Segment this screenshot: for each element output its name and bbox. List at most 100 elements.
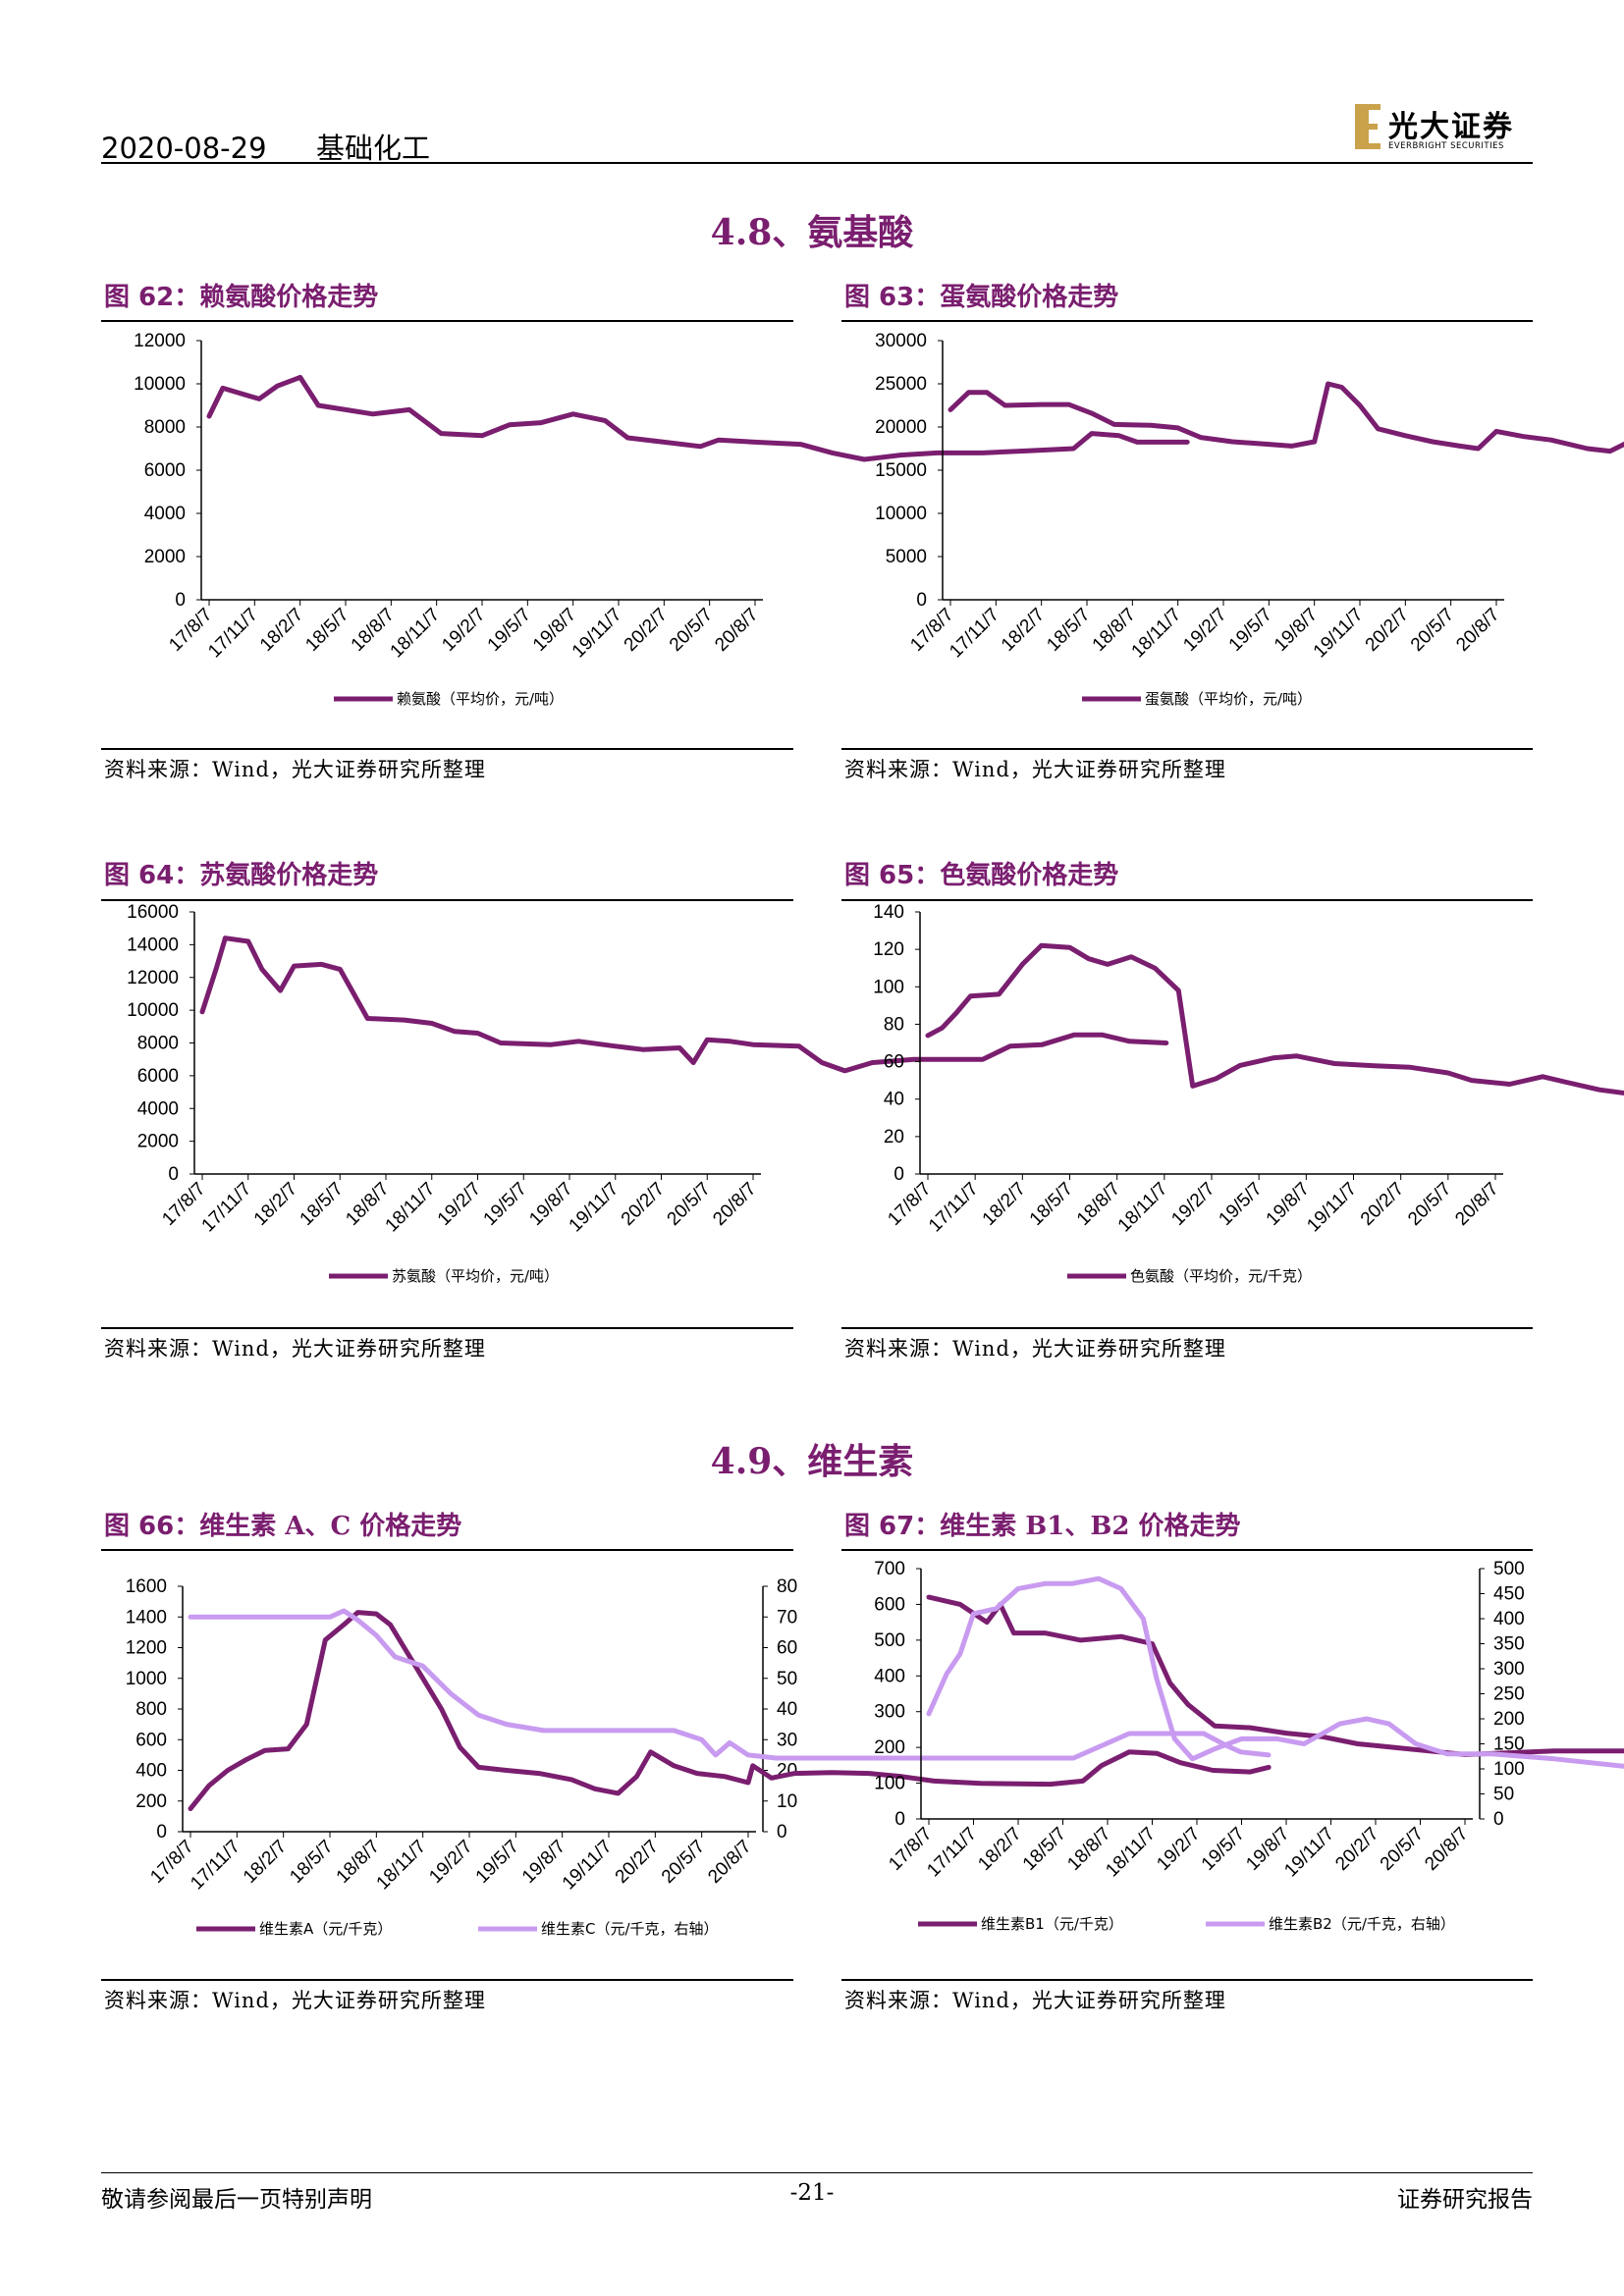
fig65-source: 资料来源：Wind，光大证券研究所整理 bbox=[844, 1337, 1226, 1361]
fig63-ytick-label: 0 bbox=[916, 590, 927, 611]
fig62-chart: 02000400060008000100001200017/8/717/11/7… bbox=[134, 331, 1190, 708]
fig66-ytick-right-label: 50 bbox=[777, 1669, 797, 1689]
fig67-caption: ：维生素 B1、B2 价格走势 bbox=[914, 1512, 1241, 1541]
fig65-ytick-label: 20 bbox=[884, 1127, 904, 1148]
fig62-ytick-label: 4000 bbox=[144, 504, 186, 524]
fig67-ytick-label: 300 bbox=[874, 1702, 905, 1723]
fig65-ytick-label: 60 bbox=[884, 1052, 904, 1073]
fig67-legend-label-2: 维生素B2（元/千克，右轴） bbox=[1269, 1915, 1455, 1933]
fig67-series-line-2 bbox=[926, 1575, 1624, 1769]
fig67-xtick-label: 20/5/7 bbox=[1377, 1824, 1428, 1875]
logo-mark-icon bbox=[1355, 104, 1380, 149]
logo-cn-text: 光大证券 bbox=[1388, 110, 1514, 144]
fig62-ytick-label: 8000 bbox=[144, 417, 186, 438]
fig66-ytick-right-label: 0 bbox=[777, 1822, 787, 1842]
fig67-ytick-label: 600 bbox=[874, 1594, 905, 1615]
fig67-ytick-right-label: 450 bbox=[1493, 1584, 1525, 1605]
logo-en-text: EVERBRIGHT SECURITIES bbox=[1388, 141, 1504, 151]
fig64-source: 资料来源：Wind，光大证券研究所整理 bbox=[104, 1337, 486, 1361]
fig66-xtick-label: 18/11/7 bbox=[373, 1837, 431, 1895]
fig67-ytick-right-label: 250 bbox=[1493, 1684, 1525, 1705]
fig66-xtick-label: 19/2/7 bbox=[425, 1837, 476, 1888]
everbright-logo: 光大证券 EVERBRIGHT SECURITIES bbox=[1355, 102, 1542, 157]
fig67-ytick-right-label: 50 bbox=[1493, 1785, 1514, 1805]
fig67-ytick-right-label: 300 bbox=[1493, 1659, 1525, 1680]
fig64-ytick-label: 16000 bbox=[127, 902, 179, 923]
fig65-ytick-label: 80 bbox=[884, 1014, 904, 1035]
fig64-xtick-label: 20/5/7 bbox=[664, 1179, 715, 1230]
fig62-xtick-label: 18/5/7 bbox=[301, 605, 352, 656]
footer-disclaimer: 敬请参阅最后一页特别声明 bbox=[101, 2187, 372, 2213]
fig64-ytick-label: 0 bbox=[168, 1164, 179, 1185]
fig62-xtick-label: 19/11/7 bbox=[568, 605, 626, 663]
fig62-xtick-label: 20/5/7 bbox=[666, 605, 717, 656]
fig67-ytick-right-label: 350 bbox=[1493, 1634, 1525, 1655]
fig66-top-rule bbox=[101, 1549, 793, 1551]
fig67-xtick-label: 19/11/7 bbox=[1280, 1824, 1338, 1882]
fig66-ytick-label: 800 bbox=[135, 1699, 167, 1720]
fig66-series-line-1 bbox=[188, 1610, 1272, 1812]
fig66-ytick-right-label: 80 bbox=[777, 1576, 797, 1597]
fig65-xtick-label: 19/2/7 bbox=[1167, 1179, 1218, 1230]
fig66-ytick-right-label: 30 bbox=[777, 1730, 797, 1750]
fig66-series-line-2 bbox=[188, 1608, 1272, 1761]
fig66-ytick-label: 600 bbox=[135, 1730, 167, 1750]
fig64-xtick-label: 19/11/7 bbox=[566, 1179, 623, 1237]
fig65-xtick-label: 19/5/7 bbox=[1215, 1179, 1266, 1230]
fig67-ytick-label: 700 bbox=[874, 1559, 905, 1579]
fig66-number: 图 66 bbox=[104, 1512, 175, 1541]
fig66-legend-label-1: 维生素A（元/千克） bbox=[259, 1920, 392, 1938]
fig66-caption: ：维生素 A、C 价格走势 bbox=[174, 1512, 462, 1541]
fig64-series-line-1 bbox=[199, 935, 1169, 1074]
fig62-xtick-label: 19/5/7 bbox=[484, 605, 535, 656]
fig67-xtick-label: 17/11/7 bbox=[923, 1824, 981, 1882]
header-divider bbox=[101, 162, 1533, 164]
section-title-amino-acids: 4.8、氨基酸 bbox=[710, 212, 914, 253]
fig63-ytick-label: 20000 bbox=[875, 417, 927, 438]
fig63-title: 图 63：蛋氨酸价格走势 bbox=[844, 277, 1118, 313]
fig65-xtick-label: 17/11/7 bbox=[925, 1179, 983, 1237]
fig66-ytick-right-label: 10 bbox=[777, 1791, 797, 1812]
fig67-source: 资料来源：Wind，光大证券研究所整理 bbox=[844, 1989, 1226, 2012]
fig62-ytick-label: 2000 bbox=[144, 547, 186, 567]
fig67-xtick-label: 20/8/7 bbox=[1421, 1824, 1472, 1875]
fig65-ytick-label: 140 bbox=[873, 902, 904, 923]
fig67-ytick-right-label: 200 bbox=[1493, 1709, 1525, 1730]
fig65-xtick-label: 20/5/7 bbox=[1404, 1179, 1455, 1230]
fig64-xtick-label: 19/2/7 bbox=[434, 1179, 485, 1230]
fig62-xtick-label: 19/2/7 bbox=[438, 605, 489, 656]
fig63-bottom-rule bbox=[841, 748, 1533, 750]
fig67-top-rule bbox=[841, 1549, 1533, 1551]
fig65-xtick-label: 18/11/7 bbox=[1114, 1179, 1172, 1237]
fig67-number: 图 67 bbox=[844, 1512, 915, 1541]
fig66-bottom-rule bbox=[101, 1979, 793, 1981]
fig64-chart: 0 2000 4000 6000 8000 10000 12000 14000 16000 17/… bbox=[127, 902, 1169, 1285]
fig65-top-rule bbox=[841, 899, 1533, 901]
fig65-legend-label-1: 色氨酸（平均价，元/千克） bbox=[1130, 1267, 1312, 1285]
fig63-source: 资料来源：Wind，光大证券研究所整理 bbox=[844, 758, 1226, 781]
fig67-xtick-label: 18/5/7 bbox=[1019, 1824, 1070, 1875]
fig63-ytick-label: 10000 bbox=[875, 504, 927, 524]
fig67-ytick-label: 0 bbox=[894, 1809, 905, 1830]
fig63-xtick-label: 18/5/7 bbox=[1043, 605, 1094, 656]
fig67-xtick-label: 19/5/7 bbox=[1198, 1824, 1249, 1875]
fig64-number: 图 64 bbox=[104, 861, 175, 890]
fig64-bottom-rule bbox=[101, 1327, 793, 1329]
fig63-legend-label-1: 蛋氨酸（平均价，元/吨） bbox=[1145, 690, 1312, 708]
fig63-xtick-label: 18/2/7 bbox=[998, 605, 1049, 656]
fig65-xtick-label: 18/2/7 bbox=[979, 1179, 1030, 1230]
fig64-xtick-label: 18/11/7 bbox=[382, 1179, 440, 1237]
fig63-top-rule bbox=[841, 320, 1533, 322]
section-title-vitamins: 4.9、维生素 bbox=[710, 1441, 914, 1482]
fig64-ytick-label: 12000 bbox=[127, 968, 179, 988]
fig66-ytick-label: 400 bbox=[135, 1761, 167, 1782]
fig62-caption: ：赖氨酸价格走势 bbox=[174, 283, 379, 312]
fig62-legend-label-1: 赖氨酸（平均价，元/吨） bbox=[397, 690, 564, 708]
fig67-ytick-label: 500 bbox=[874, 1630, 905, 1651]
fig66-chart: 0200400600800100012001400160001020304050… bbox=[126, 1576, 1272, 1938]
fig67-bottom-rule bbox=[841, 1979, 1533, 1981]
fig63-xtick-label: 20/8/7 bbox=[1452, 605, 1503, 656]
fig62-ytick-label: 6000 bbox=[144, 460, 186, 481]
fig63-ytick-label: 30000 bbox=[875, 331, 927, 351]
fig67-ytick-right-label: 500 bbox=[1493, 1559, 1525, 1579]
